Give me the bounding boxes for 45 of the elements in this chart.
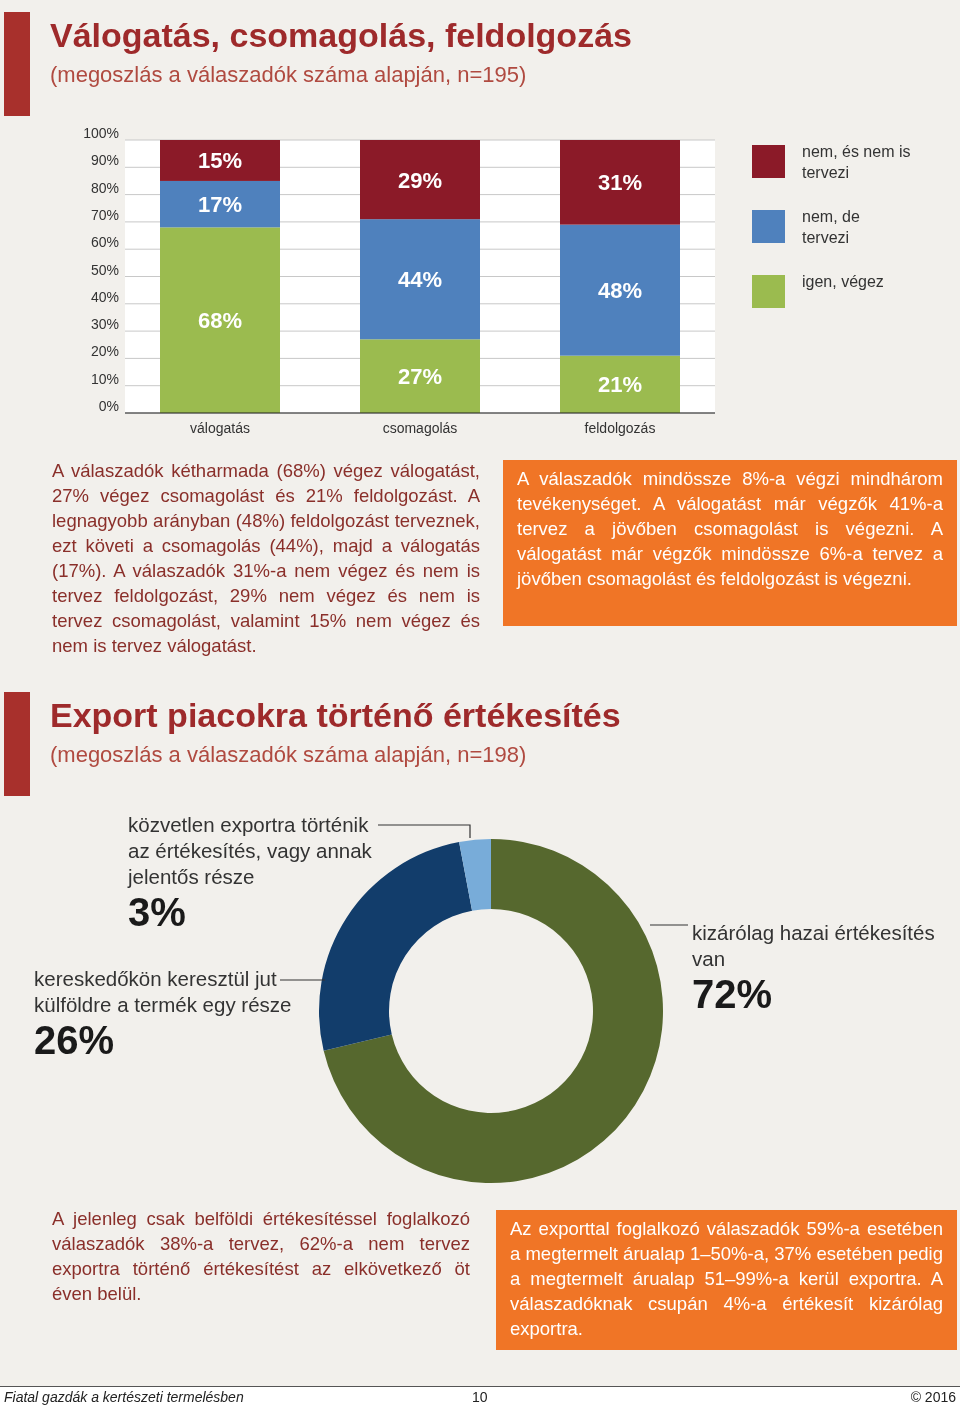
y-tick-label: 80% bbox=[90, 179, 119, 196]
text: © 2016 bbox=[910, 1389, 956, 1405]
text: Az exporttal foglalkozó válaszadók 59%-a esetében a megtermelt árualap 1–50%-a, 37% esetében pedig a megtermelt árualap 51–99%-a kerül exportra. A válaszadóknak csupán 4%-a értékesít kizárólag exportra. bbox=[496, 1210, 957, 1350]
legend-label: nem, és nem is tervezi bbox=[802, 143, 911, 181]
data-label: 48% bbox=[597, 278, 643, 304]
y-tick-label: 50% bbox=[90, 261, 119, 278]
chart-subtitle: (megoszlás a válaszadók száma alapján, n=198) bbox=[50, 742, 527, 768]
y-tick-label: 10% bbox=[90, 370, 119, 387]
data-label: 68% bbox=[197, 308, 243, 334]
text: A válaszadók mindössze 8%-a végzi mindhárom tevékenységet. A válogatást már végzők 41%-a tervez a jövőben csomagolást is végezni. A válogatást már végzők mindössze 6%-a tervez a jövőben csomagolást és feldolgozást is végezni. bbox=[503, 460, 957, 626]
data-label: 44% bbox=[397, 267, 443, 293]
data-label: 15% bbox=[197, 148, 243, 174]
legend-label: nem, de tervezi bbox=[802, 208, 860, 246]
x-tick-label: válogatás bbox=[190, 420, 250, 436]
text: A válaszadók kétharmada (68%) végez válogatást, 27% végez csomagolást és 21% feldolgozást. A legnagyobb arányban (48%) feldolgozást terveznek, ezt követi a csomagolás (44%), majd a válogatás (17%). A válaszadók 31%-a nem végez és nem is tervez feldolgozást, 29% nem végez és nem is tervez csomagolást, valamint 15% nem végez és nem is tervez válogatást. bbox=[52, 459, 480, 658]
data-label: 72% bbox=[692, 972, 774, 1016]
slice-label: közvetlen exportra történik az értékesítés, vagy annak jelentős része bbox=[128, 812, 373, 890]
slice-label: kereskedőkön keresztül jut külföldre a termék egy része bbox=[34, 966, 293, 1018]
data-label: 3% bbox=[128, 890, 187, 934]
legend-label: igen, végez bbox=[802, 273, 884, 290]
y-tick-label: 20% bbox=[90, 343, 119, 360]
y-tick-label: 100% bbox=[83, 125, 119, 141]
chart-title: Válogatás, csomagolás, feldolgozás bbox=[50, 16, 632, 55]
x-tick-label: feldolgozás bbox=[584, 420, 656, 436]
donut-slice bbox=[459, 839, 491, 911]
y-tick-label: 70% bbox=[90, 206, 119, 223]
chart-title: Export piacokra történő értékesítés bbox=[50, 696, 621, 735]
data-label: 31% bbox=[597, 170, 643, 196]
y-tick-label: 0% bbox=[98, 398, 119, 414]
slice-label: kizárólag hazai értékesítés van bbox=[692, 920, 936, 972]
chart-subtitle: (megoszlás a válaszadók száma alapján, n=195) bbox=[50, 62, 527, 88]
data-label: 21% bbox=[597, 372, 643, 398]
y-tick-label: 40% bbox=[90, 288, 119, 305]
y-tick-label: 60% bbox=[90, 234, 119, 251]
donut-slice bbox=[319, 841, 473, 1051]
data-label: 17% bbox=[197, 192, 243, 218]
data-label: 26% bbox=[34, 1018, 116, 1062]
y-tick-label: 30% bbox=[90, 316, 119, 333]
text: A jelenleg csak belföldi értékesítéssel foglalkozó válaszadók 38%-a tervez, 62%-a nem tervez exportra történő értékesítést az elkövetkező öt éven belül. bbox=[52, 1207, 470, 1306]
y-tick-label: 90% bbox=[90, 152, 119, 169]
text: Fiatal gazdák a kertészeti termelésben bbox=[4, 1389, 244, 1405]
text: 10 bbox=[472, 1389, 488, 1405]
data-label: 27% bbox=[397, 364, 443, 390]
x-tick-label: csomagolás bbox=[382, 420, 458, 436]
data-label: 29% bbox=[397, 167, 443, 193]
